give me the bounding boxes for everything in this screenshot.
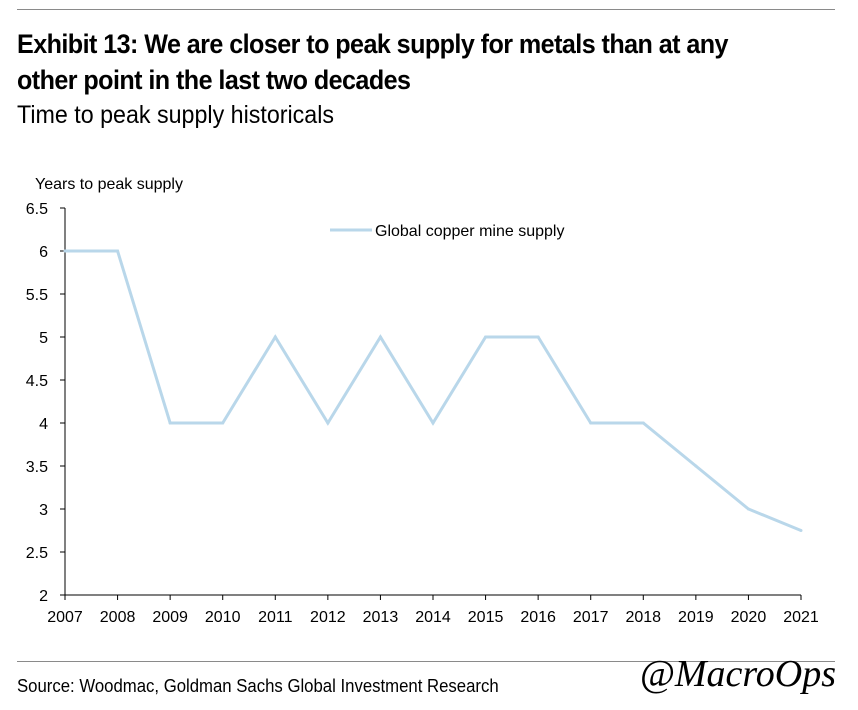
data-point (221, 421, 225, 425)
x-tick-label: 2008 (100, 609, 136, 626)
x-tick-label: 2018 (625, 609, 661, 626)
x-tick-label: 2020 (731, 609, 767, 626)
x-tick-label: 2010 (205, 609, 241, 626)
chart-subtitle: Time to peak supply historicals (17, 101, 335, 129)
source-note: Source: Woodmac, Goldman Sachs Global In… (17, 676, 499, 696)
y-tick-label: 2.5 (26, 545, 48, 562)
x-tick-label: 2017 (573, 609, 609, 626)
data-point (116, 249, 120, 253)
top-rule (17, 9, 835, 10)
title-line-1: Exhibit 13: We are closer to peak supply… (17, 29, 728, 59)
y-tick-label: 2 (39, 588, 48, 605)
x-tick-label: 2015 (468, 609, 504, 626)
x-tick-label: 2007 (47, 609, 83, 626)
y-tick-label: 3.5 (26, 459, 48, 476)
exhibit-title: Exhibit 13: We are closer to peak supply… (17, 26, 780, 98)
legend-label: Global copper mine supply (375, 223, 564, 240)
title-line-2: other point in the last two decades (17, 65, 411, 95)
y-tick-label: 5 (39, 330, 48, 347)
y-axis-label: Years to peak supply (35, 176, 183, 193)
data-point (694, 464, 698, 468)
y-tick-label: 6 (39, 244, 48, 261)
data-point (273, 335, 277, 339)
data-point (326, 421, 330, 425)
y-tick-label: 4.5 (26, 373, 48, 390)
data-point (378, 335, 382, 339)
data-point (63, 249, 67, 253)
y-tick-label: 5.5 (26, 287, 48, 304)
line-chart: Years to peak supply 2 2.5 3 3.5 4 4.5 5 5.5 6 6.5… (26, 176, 819, 626)
y-tick-label: 4 (39, 416, 48, 433)
x-tick-label: 2012 (310, 609, 346, 626)
bottom-rule (17, 661, 835, 662)
data-point (168, 421, 172, 425)
data-point (536, 335, 540, 339)
series-line-copper (65, 249, 802, 532)
data-point (431, 421, 435, 425)
x-tick-label: 2021 (783, 609, 819, 626)
x-tick-label: 2013 (363, 609, 399, 626)
x-tick-label: 2014 (415, 609, 451, 626)
x-tick-label: 2009 (152, 609, 188, 626)
x-tick-label: 2016 (520, 609, 556, 626)
data-point (641, 421, 645, 425)
data-point (589, 421, 593, 425)
y-tick-label: 6.5 (26, 201, 48, 218)
data-point (484, 335, 488, 339)
data-point (746, 507, 750, 511)
data-point (799, 529, 803, 532)
y-tick-label: 3 (39, 502, 48, 519)
macroops-watermark: @MacroOps (639, 653, 836, 695)
x-tick-label: 2019 (678, 609, 714, 626)
x-tick-label: 2011 (258, 609, 293, 626)
